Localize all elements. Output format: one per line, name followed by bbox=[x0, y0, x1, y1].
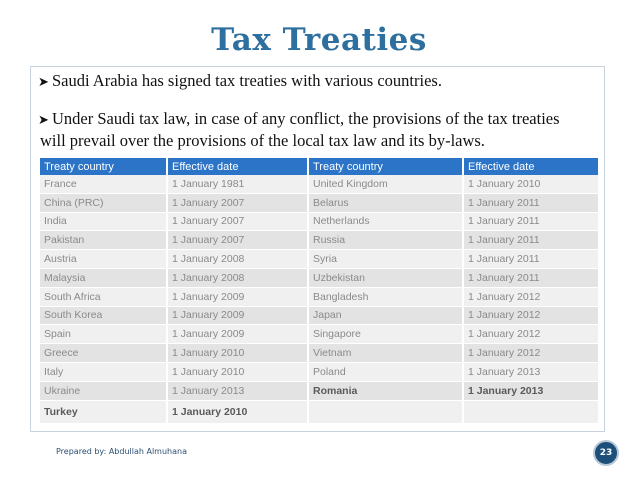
header-treaty-country-2: Treaty country bbox=[308, 158, 464, 175]
table-row: Spain 1 January 2009 Singapore 1 January 20… bbox=[40, 324, 600, 345]
cell-treaty-country: Turkey bbox=[40, 400, 168, 424]
arrow-bullet-icon: ➤ bbox=[38, 112, 49, 127]
bullet-2-text-line-1: Under Saudi tax law, in case of any conf… bbox=[52, 109, 560, 128]
table-row: France 1 January 1981 United Kingdom 1 Janu… bbox=[40, 175, 600, 194]
header-effective-date-2: Effective date bbox=[463, 158, 600, 175]
page-number-badge: 23 bbox=[593, 440, 619, 466]
cell-treaty-country: Japan bbox=[308, 306, 464, 326]
cell-effective-date: 1 January 2011 bbox=[463, 212, 600, 232]
table-row: Italy 1 January 2010 Poland 1 January 2013 bbox=[40, 362, 600, 382]
table-row: Malaysia 1 January 2008 Uzbekistan 1 Januar… bbox=[40, 268, 600, 288]
bullet-2: ➤ Under Saudi tax law, in case of any con… bbox=[38, 108, 603, 151]
cell-effective-date: 1 January 2012 bbox=[463, 324, 600, 345]
cell-effective-date: 1 January 2011 bbox=[463, 193, 600, 213]
cell-effective-date: 1 January 2009 bbox=[167, 324, 309, 345]
cell-effective-date: 1 January 2012 bbox=[463, 287, 600, 307]
cell-treaty-country: Singapore bbox=[308, 324, 464, 345]
cell-effective-date: 1 January 2013 bbox=[463, 381, 600, 401]
cell-treaty-country: France bbox=[40, 175, 168, 194]
table-row: Austria 1 January 2008 Syria 1 January 2011 bbox=[40, 249, 600, 269]
bullet-2-text-line-2: will prevail over the provisions of the … bbox=[40, 131, 485, 150]
cell-treaty-country: Austria bbox=[40, 249, 168, 269]
cell-treaty-country: Malaysia bbox=[40, 268, 168, 288]
cell-treaty-country: Russia bbox=[308, 230, 464, 251]
table-row: India 1 January 2007 Netherlands 1 January … bbox=[40, 212, 600, 232]
cell-effective-date: 1 January 2007 bbox=[167, 230, 309, 251]
cell-effective-date: 1 January 2010 bbox=[167, 343, 309, 363]
cell-effective-date: 1 January 1981 bbox=[167, 175, 309, 194]
table-row: Ukraine 1 January 2013 Romania 1 January 20… bbox=[40, 381, 600, 401]
cell-effective-date: 1 January 2007 bbox=[167, 193, 309, 213]
cell-effective-date: 1 January 2011 bbox=[463, 230, 600, 251]
cell-treaty-country: Pakistan bbox=[40, 230, 168, 251]
cell-treaty-country: Ukraine bbox=[40, 381, 168, 401]
cell-treaty-country: India bbox=[40, 212, 168, 232]
cell-effective-date: 1 January 2010 bbox=[463, 175, 600, 194]
table-row: Turkey 1 January 2010 bbox=[40, 400, 600, 424]
table-row: South Africa 1 January 2009 Bangladesh 1 Ja… bbox=[40, 287, 600, 307]
cell-effective-date bbox=[463, 400, 600, 424]
cell-treaty-country: South Korea bbox=[40, 306, 168, 326]
table-row: South Korea 1 January 2009 Japan 1 January … bbox=[40, 306, 600, 326]
cell-effective-date: 1 January 2011 bbox=[463, 249, 600, 269]
cell-treaty-country bbox=[308, 400, 464, 424]
cell-treaty-country: United Kingdom bbox=[308, 175, 464, 194]
cell-effective-date: 1 January 2008 bbox=[167, 268, 309, 288]
header-treaty-country-1: Treaty country bbox=[40, 158, 168, 175]
cell-treaty-country: China (PRC) bbox=[40, 193, 168, 213]
table-body: France 1 January 1981 United Kingdom 1 Janu… bbox=[40, 175, 600, 424]
cell-treaty-country: Syria bbox=[308, 249, 464, 269]
content-frame bbox=[30, 66, 605, 432]
treaty-table: Treaty country Effective date Treaty cou… bbox=[40, 158, 600, 424]
slide-title: Tax Treaties bbox=[211, 22, 427, 58]
cell-treaty-country: Romania bbox=[308, 381, 464, 401]
cell-effective-date: 1 January 2010 bbox=[167, 400, 309, 424]
cell-treaty-country: Netherlands bbox=[308, 212, 464, 232]
prepared-by-footer: Prepared by: Abdullah Almuhana bbox=[56, 447, 187, 456]
table-header-row: Treaty country Effective date Treaty cou… bbox=[40, 158, 600, 175]
cell-effective-date: 1 January 2009 bbox=[167, 287, 309, 307]
cell-effective-date: 1 January 2009 bbox=[167, 306, 309, 326]
cell-treaty-country: South Africa bbox=[40, 287, 168, 307]
cell-treaty-country: Bangladesh bbox=[308, 287, 464, 307]
cell-treaty-country: Vietnam bbox=[308, 343, 464, 363]
cell-effective-date: 1 January 2008 bbox=[167, 249, 309, 269]
table-row: Greece 1 January 2010 Vietnam 1 January 201… bbox=[40, 343, 600, 363]
cell-effective-date: 1 January 2010 bbox=[167, 362, 309, 382]
cell-treaty-country: Uzbekistan bbox=[308, 268, 464, 288]
table-row: China (PRC) 1 January 2007 Belarus 1 Januar… bbox=[40, 193, 600, 213]
cell-effective-date: 1 January 2007 bbox=[167, 212, 309, 232]
cell-effective-date: 1 January 2013 bbox=[463, 362, 600, 382]
cell-treaty-country: Belarus bbox=[308, 193, 464, 213]
cell-treaty-country: Poland bbox=[308, 362, 464, 382]
cell-effective-date: 1 January 2011 bbox=[463, 268, 600, 288]
arrow-bullet-icon: ➤ bbox=[38, 74, 49, 89]
cell-treaty-country: Greece bbox=[40, 343, 168, 363]
header-effective-date-1: Effective date bbox=[167, 158, 309, 175]
cell-effective-date: 1 January 2013 bbox=[167, 381, 309, 401]
bullet-1: ➤ Saudi Arabia has signed tax treaties wi… bbox=[38, 70, 442, 92]
bullet-1-text: Saudi Arabia has signed tax treaties wit… bbox=[52, 71, 442, 90]
cell-effective-date: 1 January 2012 bbox=[463, 306, 600, 326]
cell-treaty-country: Spain bbox=[40, 324, 168, 345]
table-row: Pakistan 1 January 2007 Russia 1 January 20… bbox=[40, 230, 600, 251]
cell-treaty-country: Italy bbox=[40, 362, 168, 382]
cell-effective-date: 1 January 2012 bbox=[463, 343, 600, 363]
